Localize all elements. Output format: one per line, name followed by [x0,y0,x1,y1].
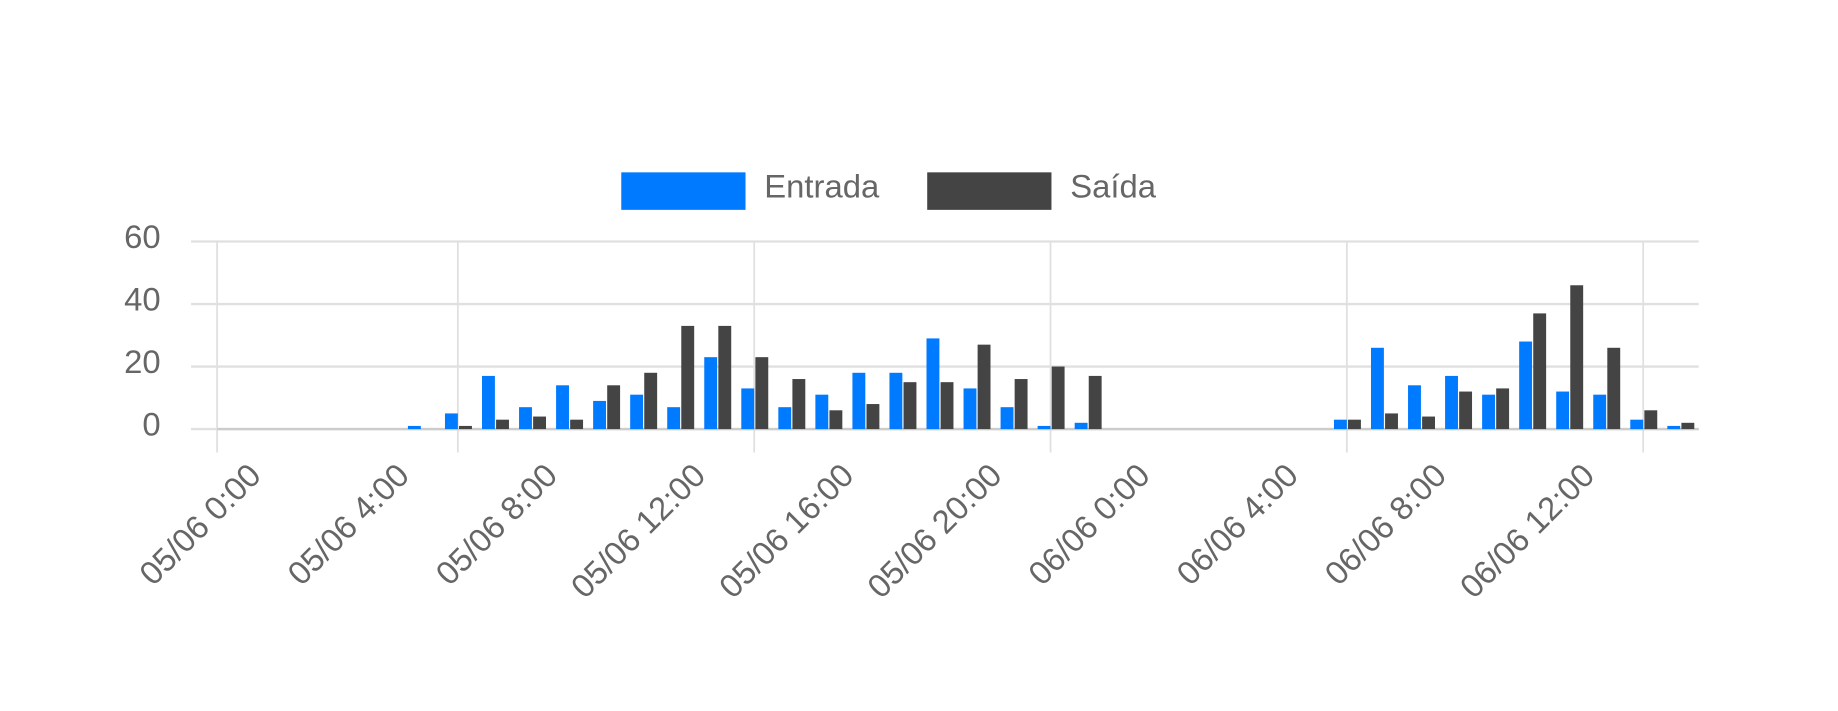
bar [889,372,903,430]
y-tick-label: 40 [124,280,161,317]
bar [741,388,755,430]
bar [1385,413,1398,430]
bar [1408,385,1421,430]
y-tick-label: 60 [124,218,161,255]
bar [630,394,644,430]
bar [1445,375,1458,430]
bar [1556,391,1570,430]
bar [482,375,495,430]
bar [829,410,843,430]
bar [1607,347,1621,430]
x-tick-label: 06/06 4:00 [1169,456,1305,592]
bar [1422,416,1435,430]
legend-label: Saída [1070,167,1156,204]
x-tick-label: 06/06 8:00 [1317,456,1453,592]
bar [407,425,421,430]
bar [556,385,569,430]
bar [1088,375,1102,430]
bar [1496,388,1510,430]
bar [815,394,829,430]
bar [1459,391,1473,430]
x-tick-label: 05/06 12:00 [564,456,713,605]
bar [1681,422,1695,430]
x-tick-label: 05/06 16:00 [712,456,861,605]
bar [755,357,769,430]
bar [963,388,977,430]
bar [681,325,695,430]
bar [607,385,621,430]
bar [1630,419,1644,430]
bar [496,419,509,430]
bar [1644,410,1658,430]
bar [704,357,718,430]
legend-label: Entrada [764,167,880,204]
bar [519,407,532,430]
bar [926,338,940,430]
legend-swatch [621,172,746,210]
bar [866,404,880,430]
bar [940,382,954,430]
bar [1051,366,1065,430]
bar [1037,425,1051,430]
bar [852,372,866,430]
x-tick-label: 06/06 0:00 [1021,456,1157,592]
bar [533,416,547,430]
x-tick-label: 05/06 0:00 [132,456,268,592]
bar [792,379,806,430]
bar [644,372,658,430]
legend-swatch [927,172,1052,210]
bar [718,325,732,430]
bar [1014,379,1028,430]
bar [903,382,917,430]
bar [1593,394,1607,430]
bar [593,400,607,430]
x-tick-label: 05/06 8:00 [428,456,564,592]
bar [1519,341,1533,430]
y-tick-label: 20 [124,343,161,380]
bar [570,419,584,430]
bar [1667,425,1681,430]
bar [1482,394,1496,430]
bar [1348,419,1361,430]
bar [778,407,792,430]
bar [459,425,472,430]
bar [1370,347,1384,430]
bar [1570,285,1584,430]
bar [1333,419,1347,430]
bar [1074,422,1088,430]
bar [1000,407,1014,430]
bar [1533,313,1547,430]
x-tick-label: 05/06 4:00 [280,456,416,592]
bar [667,407,681,430]
x-tick-label: 05/06 20:00 [860,456,1009,605]
x-tick-label: 06/06 12:00 [1453,456,1602,605]
bar [444,413,458,430]
bar [977,344,991,430]
y-tick-label: 0 [142,405,160,442]
